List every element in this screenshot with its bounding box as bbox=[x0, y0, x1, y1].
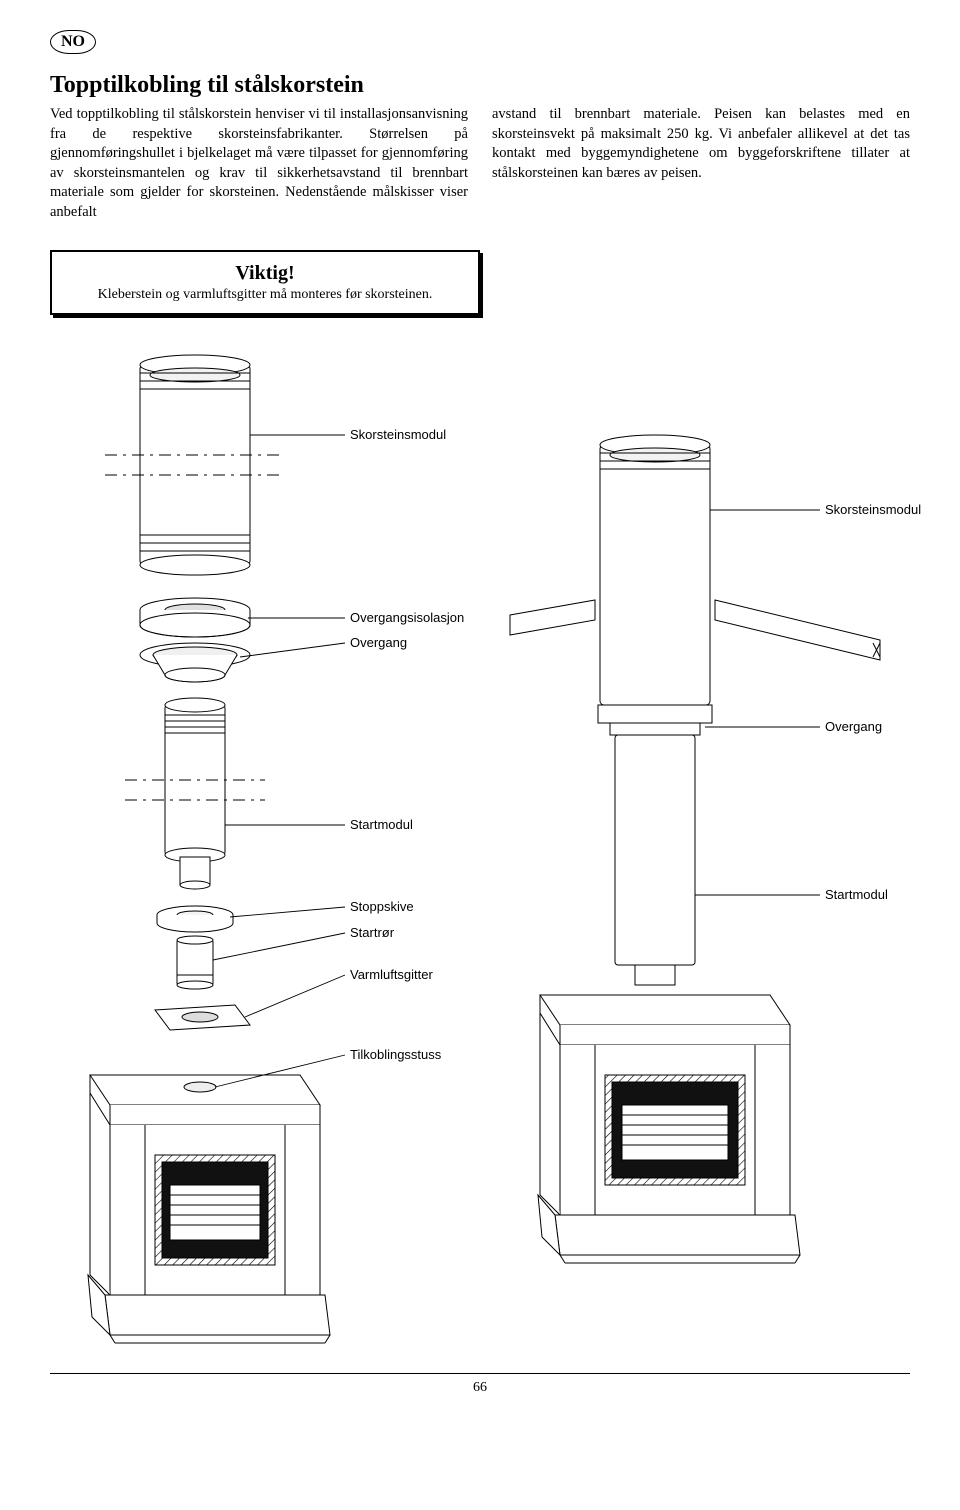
label-tilkoblingsstuss: Tilkoblingsstuss bbox=[350, 1047, 441, 1062]
language-badge: NO bbox=[50, 30, 96, 54]
label-skorsteinsmodul-right: Skorsteinsmodul bbox=[825, 502, 921, 517]
label-overgangsisolasjon: Overgangsisolasjon bbox=[350, 610, 464, 625]
page-footer: 66 bbox=[50, 1373, 910, 1396]
page-number: 66 bbox=[473, 1380, 487, 1395]
important-callout: Viktig! Kleberstein og varmluftsgitter m… bbox=[50, 250, 480, 315]
label-overgang-right: Overgang bbox=[825, 719, 882, 734]
label-startror: Startrør bbox=[350, 925, 394, 940]
label-skorsteinsmodul-left: Skorsteinsmodul bbox=[350, 427, 446, 442]
diagram-area: Skorsteinsmodul Overgangsisolasjon Overg… bbox=[50, 335, 910, 1365]
label-varmluftsgitter: Varmluftsgitter bbox=[350, 967, 433, 982]
label-startmodul-right: Startmodul bbox=[825, 887, 888, 902]
callout-title: Viktig! bbox=[70, 262, 460, 285]
label-startmodul-left: Startmodul bbox=[350, 817, 413, 832]
label-overgang-left: Overgang bbox=[350, 635, 407, 650]
body-col-right: avstand til brennbart materiale. Peisen … bbox=[492, 105, 910, 222]
body-col-left: Ved topptilkobling til stålskorstein hen… bbox=[50, 105, 468, 222]
page-title: Topptilkobling til stålskorstein bbox=[50, 72, 910, 99]
label-stoppskive: Stoppskive bbox=[350, 899, 414, 914]
callout-body: Kleberstein og varmluftsgitter må monter… bbox=[70, 287, 460, 303]
diagram-svg bbox=[50, 335, 910, 1365]
body-columns: Ved topptilkobling til stålskorstein hen… bbox=[50, 105, 910, 222]
